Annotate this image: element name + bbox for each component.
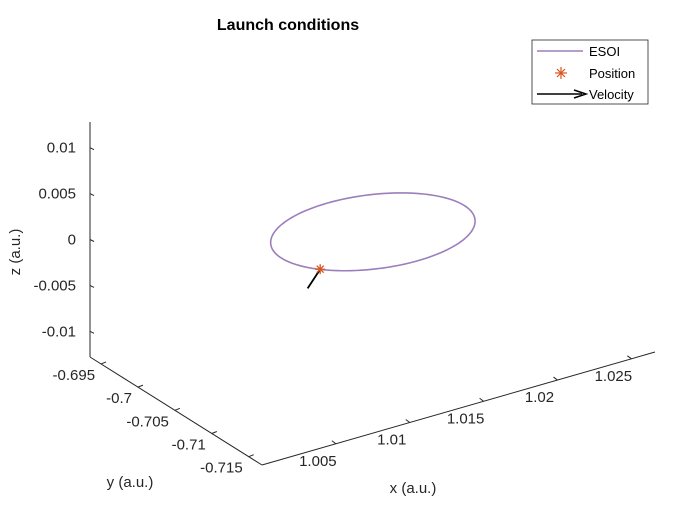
legend-position-label: Position [589, 66, 635, 81]
z-tick-label: -0.005 [33, 277, 76, 294]
legend: ESOI Position Velocity [531, 39, 649, 105]
velocity-vector [306, 268, 321, 289]
y-tick-mark [174, 407, 181, 411]
y-tick-mark [100, 361, 107, 365]
legend-velocity-arrow [537, 89, 589, 99]
esoi-orbit-line [269, 192, 476, 272]
z-tick-label: 0.005 [38, 186, 76, 203]
x-tick-mark [479, 397, 484, 402]
y-axis-line [89, 356, 263, 466]
z-tick-mark [89, 193, 95, 197]
y-tick-label: -0.71 [172, 436, 206, 453]
x-tick-label: 1.025 [595, 368, 633, 385]
y-tick-label: -0.705 [126, 413, 169, 430]
x-tick-label: 1.02 [525, 389, 554, 406]
x-tick-label: 1.01 [377, 432, 406, 449]
z-tick-mark [89, 284, 95, 288]
y-tick-mark [137, 384, 144, 388]
y-axis-ticks: -0.695 -0.7 -0.705-0.71 -0.715 [53, 361, 254, 477]
x-tick-mark [553, 376, 558, 381]
z-tick-mark [89, 330, 95, 334]
x-tick-mark [331, 440, 337, 445]
y-tick-mark [248, 454, 254, 458]
z-tick-mark [89, 239, 95, 242]
x-tick-label: 1.005 [299, 453, 337, 470]
position-marker [315, 264, 326, 275]
y-tick-label: -0.7 [106, 390, 132, 407]
chart-title: Launch conditions [217, 17, 359, 34]
z-tick-label: 0 [68, 232, 76, 249]
z-axis-label: z (a.u.) [7, 229, 24, 276]
z-tick-label: -0.01 [42, 323, 76, 340]
legend-esoi-label: ESOI [589, 44, 620, 59]
y-tick-mark [211, 431, 217, 434]
x-tick-mark [627, 355, 632, 360]
x-axis-label: x (a.u.) [390, 480, 437, 497]
x-tick-mark [405, 419, 411, 423]
legend-position-marker [555, 67, 567, 79]
z-tick-mark [89, 147, 95, 151]
x-tick-label: 1.015 [447, 410, 485, 427]
y-tick-label: -0.715 [200, 460, 243, 477]
z-axis-ticks: 0.01 0.005 0 -0.005 -0.01 [33, 140, 95, 340]
x-axis-line [261, 351, 656, 466]
x-axis-ticks: 1.005 1.01 1.015 1.02 1.025 [299, 355, 633, 470]
legend-velocity-label: Velocity [589, 87, 634, 102]
y-axis-label: y (a.u.) [107, 474, 154, 491]
z-tick-label: 0.01 [47, 140, 76, 157]
y-tick-label: -0.695 [53, 367, 96, 384]
plot-area [269, 192, 476, 289]
